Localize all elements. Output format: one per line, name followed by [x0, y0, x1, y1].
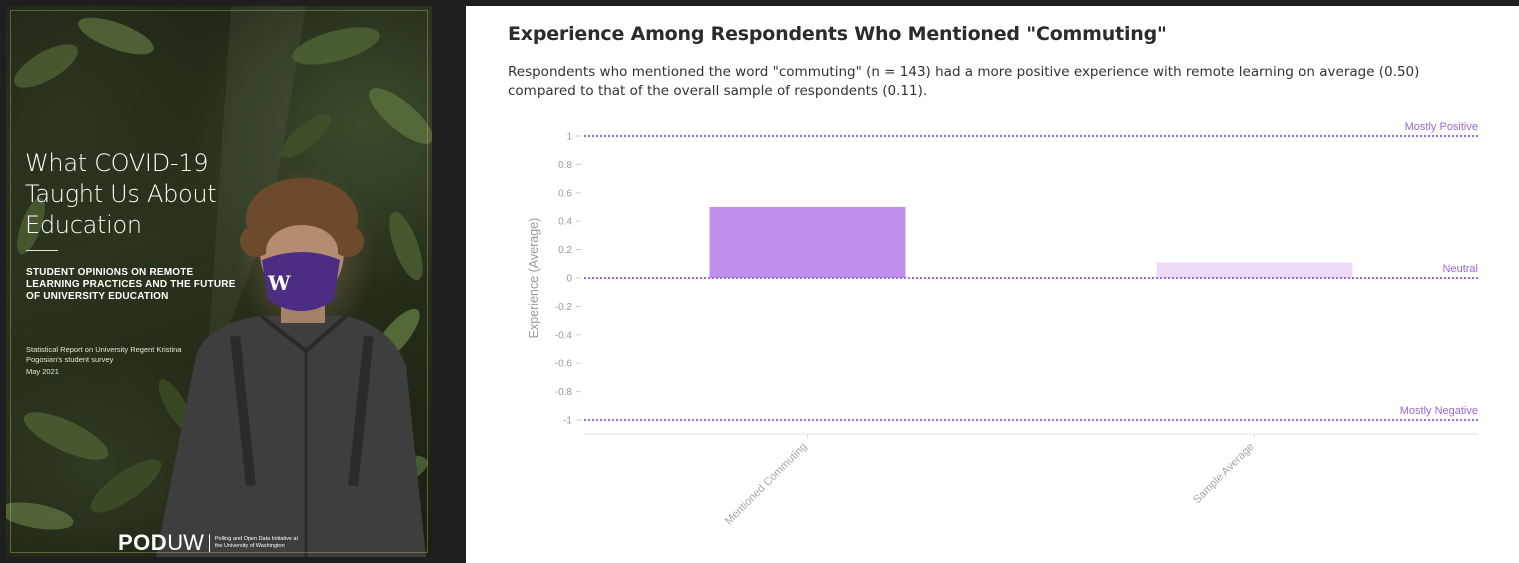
y-tick-label: 0.4 [558, 217, 572, 228]
purple-mask [262, 252, 340, 311]
cover-date: May 2021 [26, 367, 59, 376]
bar-sample-average [1156, 262, 1353, 278]
chart-panel: Experience Among Respondents Who Mention… [466, 6, 1519, 563]
y-tick-label: -0.8 [555, 387, 573, 398]
chart-description: Respondents who mentioned the word "comm… [508, 64, 1420, 99]
mask-w-logo: W [267, 271, 291, 295]
poduw-logo: POD UW Polling and Open Data Initiative … [118, 530, 305, 556]
bar-chart: 1 0.8 0.6 0.4 0.2 0 -0.2 -0.4 -0.6 -0.8 -1 Mentione… [527, 121, 1478, 528]
x-tick-label: Mentioned Commuting [723, 441, 810, 528]
person-jacket [156, 316, 426, 557]
y-axis-title: Experience (Average) [527, 218, 541, 339]
y-tick-label: 0.8 [558, 160, 572, 171]
cover-title: What COVID-19 Taught Us About Education [25, 149, 217, 239]
logo-uw: UW [167, 530, 204, 555]
report-cover: W What COVID-19 Taught Us About Educatio… [6, 6, 432, 557]
cover-report-line: Statistical Report on University Regent … [26, 345, 182, 364]
cover-divider [26, 250, 58, 251]
y-tick-label: 1 [566, 132, 572, 143]
logo-pod: POD [118, 530, 168, 555]
y-tick-label: 0.2 [558, 245, 572, 256]
chart-title: Experience Among Respondents Who Mention… [508, 23, 1167, 45]
y-tick-label: -0.2 [555, 302, 573, 313]
reference-label: Mostly Negative [1400, 405, 1478, 417]
logo-separator [208, 534, 210, 552]
reference-label: Neutral [1443, 263, 1478, 275]
y-tick-label: -0.4 [555, 330, 573, 341]
y-tick-label: 0.6 [558, 188, 572, 199]
x-tick-label: Sample Average [1191, 441, 1256, 506]
cover-photo: W [6, 6, 432, 557]
y-tick-label: 0 [566, 274, 572, 285]
bar-mentioned-commuting [709, 207, 906, 278]
y-tick-label: -0.6 [555, 359, 573, 370]
reference-label: Mostly Positive [1405, 121, 1478, 133]
y-tick-label: -1 [563, 416, 572, 427]
logo-tagline: Polling and Open Data Initiative at the … [214, 536, 299, 549]
cover-subtitle: STUDENT OPINIONS ON REMOTE LEARNING PRAC… [26, 267, 236, 302]
